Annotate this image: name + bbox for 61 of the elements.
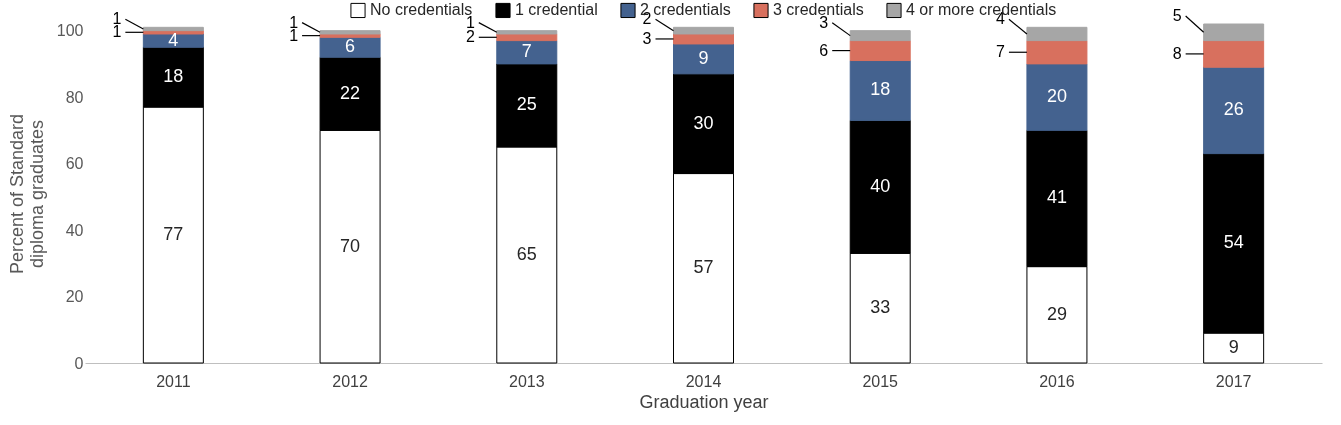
data-label: 22	[340, 82, 361, 103]
data-label: 6	[345, 36, 356, 57]
data-label: 25	[516, 94, 537, 115]
x-tick-label: 2012	[332, 372, 368, 390]
data-label: 54	[1223, 232, 1244, 253]
bar	[319, 36, 381, 58]
x-tick-label: 2017	[1215, 372, 1252, 390]
bar	[673, 43, 734, 75]
y-tick-label: 40	[65, 221, 84, 239]
data-label: 9	[698, 47, 709, 68]
data-label: 6	[819, 41, 829, 59]
data-label: 65	[516, 243, 537, 264]
bar	[496, 30, 558, 35]
data-label: 2	[465, 28, 475, 46]
data-label: 29	[1046, 303, 1067, 324]
bar	[849, 30, 911, 42]
x-tick-label: 2014	[685, 372, 722, 390]
data-label: 40	[870, 175, 891, 196]
data-label: 70	[340, 235, 361, 256]
bar	[1026, 26, 1088, 42]
data-label: 30	[693, 112, 714, 133]
data-label: 77	[163, 224, 184, 245]
bar	[1026, 40, 1088, 65]
data-label: 4	[168, 29, 179, 50]
bar	[142, 26, 204, 32]
data-label: 9	[1228, 337, 1239, 358]
bar	[1203, 66, 1265, 155]
data-label: 8	[1172, 44, 1182, 62]
data-label: 1	[112, 23, 122, 41]
data-label: 26	[1223, 99, 1244, 120]
x-axis-title: Graduation year	[639, 391, 769, 412]
bar	[1026, 63, 1088, 131]
bar	[142, 30, 204, 35]
data-label: 20	[1046, 86, 1067, 107]
bar	[673, 33, 734, 45]
x-tick-label: 2016	[1039, 372, 1075, 390]
y-axis-title: Percent of Standard diploma graduates	[6, 113, 47, 275]
y-tick-label: 0	[74, 354, 84, 372]
bar	[673, 26, 734, 35]
bar	[496, 40, 558, 65]
data-label: 57	[693, 257, 714, 278]
bar	[849, 40, 911, 62]
data-label: 5	[1172, 7, 1182, 24]
x-tick-label: 2015	[862, 372, 899, 390]
y-tick-label: 100	[56, 22, 84, 40]
data-label: 7	[996, 43, 1006, 61]
y-tick-label: 60	[65, 155, 84, 173]
data-label: 41	[1046, 187, 1067, 208]
data-label: 7	[521, 41, 532, 62]
x-tick-label: 2013	[508, 372, 545, 390]
data-label: 3	[642, 29, 652, 47]
legend-label: 1 credential	[515, 1, 598, 19]
y-tick-label: 20	[65, 288, 84, 306]
y-tick-label: 80	[65, 88, 84, 106]
data-label: 33	[870, 297, 891, 318]
data-label: 18	[163, 66, 184, 87]
data-label: 18	[870, 79, 891, 100]
bar	[849, 60, 911, 121]
x-tick-label: 2011	[156, 372, 191, 390]
bar	[1203, 23, 1265, 42]
bar	[1203, 40, 1265, 68]
